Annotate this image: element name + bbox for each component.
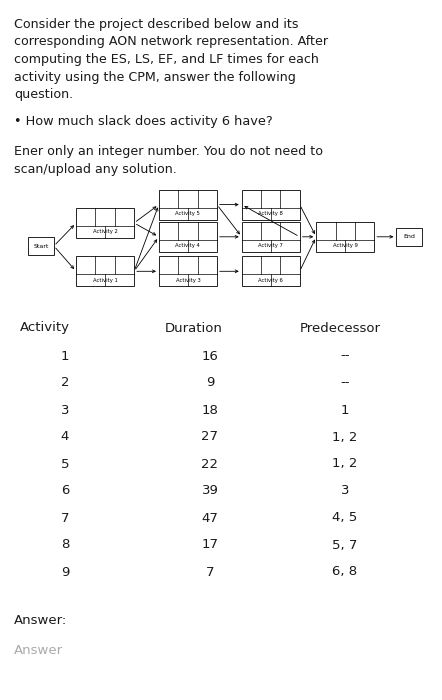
Text: 27: 27 <box>202 430 218 444</box>
Text: 7: 7 <box>206 566 214 578</box>
Text: 39: 39 <box>202 484 218 498</box>
Bar <box>242 222 300 252</box>
Bar <box>76 256 134 286</box>
Text: question.: question. <box>14 88 73 101</box>
Text: --: -- <box>340 377 350 389</box>
Text: Activity 7: Activity 7 <box>258 244 283 248</box>
Text: 3: 3 <box>341 484 349 498</box>
Text: 9: 9 <box>61 566 69 578</box>
Text: Duration: Duration <box>165 321 223 335</box>
Text: 8: 8 <box>61 538 69 552</box>
Bar <box>316 222 374 252</box>
Bar <box>76 208 134 238</box>
Text: Activity: Activity <box>20 321 70 335</box>
Text: 6: 6 <box>61 484 69 498</box>
Text: 4, 5: 4, 5 <box>332 512 358 524</box>
Text: 3: 3 <box>61 403 69 416</box>
Text: activity using the CPM, answer the following: activity using the CPM, answer the follo… <box>14 71 296 83</box>
Text: Activity 1: Activity 1 <box>93 278 118 283</box>
Text: Consider the project described below and its: Consider the project described below and… <box>14 18 298 31</box>
Text: 1: 1 <box>341 403 349 416</box>
Text: 22: 22 <box>202 458 218 470</box>
Bar <box>242 256 300 286</box>
Text: 4: 4 <box>61 430 69 444</box>
Bar <box>28 237 54 255</box>
Text: 2: 2 <box>61 377 69 389</box>
Text: 16: 16 <box>202 349 218 363</box>
Text: Activity 8: Activity 8 <box>258 211 283 216</box>
Bar <box>159 256 217 286</box>
Text: Activity 2: Activity 2 <box>93 230 118 235</box>
Text: 6, 8: 6, 8 <box>332 566 358 578</box>
Text: computing the ES, LS, EF, and LF times for each: computing the ES, LS, EF, and LF times f… <box>14 53 319 66</box>
Text: 47: 47 <box>202 512 218 524</box>
Text: 7: 7 <box>61 512 69 524</box>
Text: 18: 18 <box>202 403 218 416</box>
Text: 17: 17 <box>202 538 218 552</box>
Text: Activity 5: Activity 5 <box>175 211 200 216</box>
Text: 5: 5 <box>61 458 69 470</box>
Text: End: End <box>404 234 415 239</box>
Text: scan/upload any solution.: scan/upload any solution. <box>14 163 177 176</box>
Text: Activity 4: Activity 4 <box>175 244 200 248</box>
Text: corresponding AON network representation. After: corresponding AON network representation… <box>14 36 328 48</box>
Text: Activity 6: Activity 6 <box>258 278 283 283</box>
Text: • How much slack does activity 6 have?: • How much slack does activity 6 have? <box>14 116 273 129</box>
Text: 9: 9 <box>206 377 214 389</box>
Bar <box>159 190 217 220</box>
Text: Answer:: Answer: <box>14 615 67 627</box>
Text: Predecessor: Predecessor <box>300 321 381 335</box>
Text: 1, 2: 1, 2 <box>332 430 358 444</box>
Text: 5, 7: 5, 7 <box>332 538 358 552</box>
Bar <box>396 228 423 246</box>
Text: Activity 9: Activity 9 <box>333 244 358 248</box>
Bar <box>242 190 300 220</box>
Text: Ener only an integer number. You do not need to: Ener only an integer number. You do not … <box>14 146 323 158</box>
Text: --: -- <box>340 349 350 363</box>
Bar <box>159 222 217 252</box>
Text: 1: 1 <box>61 349 69 363</box>
Text: Activity 3: Activity 3 <box>175 278 200 283</box>
Text: Start: Start <box>33 244 49 248</box>
Text: 1, 2: 1, 2 <box>332 458 358 470</box>
Text: Answer: Answer <box>14 645 63 657</box>
